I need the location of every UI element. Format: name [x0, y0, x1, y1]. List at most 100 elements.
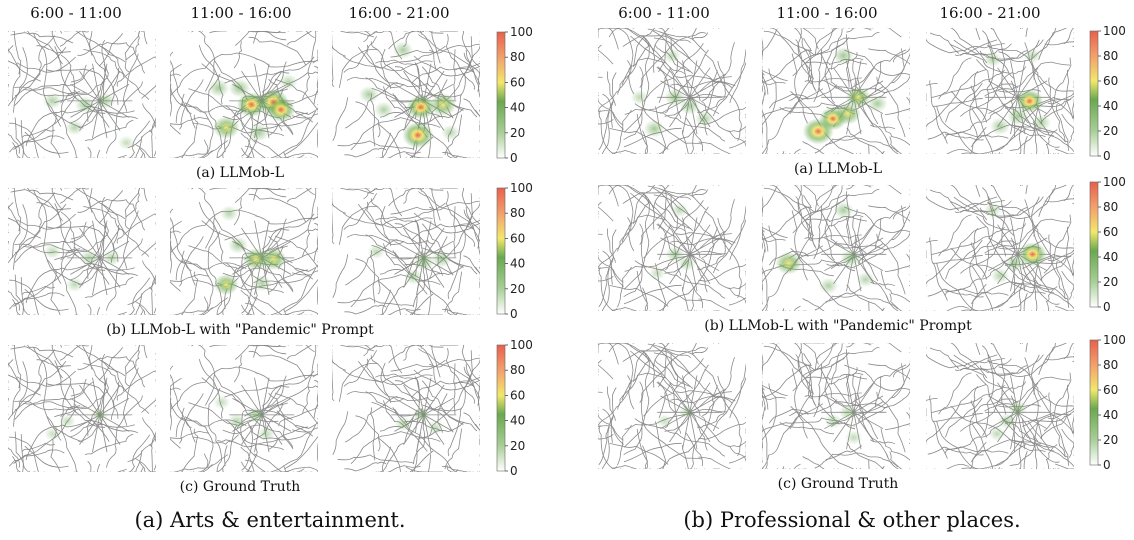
heat-spot — [411, 406, 431, 423]
colorbar-tick-label: 60 — [1103, 383, 1118, 397]
colorbar-tick-label: 20 — [1103, 124, 1118, 138]
colorbar: 0 20 40 60 80 100 — [1089, 334, 1126, 471]
heat-spot — [840, 249, 862, 268]
heat-spot — [431, 250, 452, 268]
heat-layer — [358, 41, 460, 149]
heat-layer — [824, 404, 863, 445]
road-network — [926, 185, 1074, 311]
heat-spot — [775, 251, 802, 275]
heat-spot — [248, 123, 270, 142]
heat-spot — [988, 426, 1006, 442]
heat-spot — [1007, 107, 1029, 126]
colorbar-tick-label: 40 — [510, 101, 525, 115]
heat-layer — [630, 48, 715, 138]
heat-spot — [404, 269, 423, 285]
heatmap-panel — [598, 185, 746, 311]
colorbar-tick-label: 20 — [510, 439, 525, 453]
heat-spot — [643, 119, 665, 138]
colorbar-gradient — [496, 344, 506, 472]
heatmap-panel — [926, 343, 1074, 469]
road-network — [8, 188, 156, 315]
heat-spot — [845, 86, 871, 108]
colorbar-tick-label: 20 — [510, 126, 525, 140]
heat-spot — [679, 97, 700, 115]
colorbar: 0 20 40 60 80 100 — [496, 26, 533, 164]
heat-spot — [838, 404, 858, 421]
colorbar-tick-label: 80 — [1103, 200, 1118, 214]
heat-spot — [227, 236, 249, 254]
heat-spot — [213, 395, 231, 410]
heat-spot — [664, 88, 686, 107]
heatmap-panel — [598, 343, 746, 469]
colorbar-tick-label: 60 — [510, 231, 525, 245]
heat-spot — [413, 252, 435, 271]
heat-spot — [44, 427, 61, 441]
heat-layer — [656, 405, 696, 428]
heat-spot — [427, 420, 444, 435]
heat-spot — [279, 73, 298, 90]
colorbar-tick-label: 0 — [510, 307, 518, 320]
heat-spot — [374, 101, 394, 118]
colorbar: 0 20 40 60 80 100 — [1089, 176, 1126, 313]
heat-spot — [648, 266, 666, 281]
road-network — [598, 185, 746, 311]
heat-spot — [90, 407, 109, 423]
column-label: 11:00 - 16:00 — [776, 4, 878, 22]
heat-spot — [1018, 242, 1047, 267]
subfigure-caption: (b) Professional & other places. — [683, 508, 1021, 532]
heat-spot — [1008, 400, 1028, 417]
colorbar: 0 20 40 60 80 100 — [496, 182, 533, 320]
heat-spot — [236, 92, 267, 118]
heat-spot — [102, 249, 121, 266]
heat-spot — [402, 121, 434, 149]
colorbar-tick-label: 0 — [1103, 149, 1111, 162]
heatmap-panel — [332, 31, 480, 158]
colorbar: 0 20 40 60 80 100 — [1089, 25, 1126, 162]
heat-layer — [44, 407, 109, 441]
heat-spot — [79, 249, 100, 267]
heat-spot — [856, 271, 875, 288]
heatmap-panel — [598, 28, 746, 154]
colorbar-tick-label: 60 — [1103, 225, 1118, 239]
heatmap-panel — [762, 185, 910, 311]
colorbar-tick-label: 40 — [1103, 250, 1118, 264]
row-caption: (c) Ground Truth — [179, 479, 301, 495]
subfigure-professional-other: 6:00 - 11:00 11:00 - 16:00 16:00 - 21:00… — [590, 0, 1134, 540]
road-network — [762, 28, 910, 154]
heat-spot — [260, 248, 287, 271]
heatmap-panel — [8, 345, 156, 472]
colorbar-tick-label: 80 — [510, 206, 525, 220]
colorbar-gradient — [1089, 339, 1099, 466]
colorbar-tick-label: 100 — [1103, 25, 1126, 38]
colorbar-tick-label: 20 — [510, 282, 525, 296]
heat-spot — [677, 255, 697, 271]
heat-spot — [212, 116, 240, 139]
road-network — [170, 345, 318, 472]
heat-spot — [242, 248, 269, 271]
heat-spot — [58, 414, 76, 429]
colorbar-tick-label: 40 — [1103, 408, 1118, 422]
heat-layer — [802, 46, 888, 145]
road-network — [598, 343, 746, 469]
colorbar-tick-label: 80 — [510, 50, 525, 64]
subfigure-caption: (a) Arts & entertainment. — [134, 508, 406, 532]
heat-spot — [818, 277, 839, 295]
heat-spot — [678, 405, 696, 420]
colorbar-tick-label: 80 — [1103, 358, 1118, 372]
column-label: 6:00 - 11:00 — [618, 4, 710, 22]
column-label: 6:00 - 11:00 — [30, 4, 122, 22]
heatmap-panel — [926, 185, 1074, 311]
colorbar-tick-label: 100 — [510, 26, 533, 39]
heatmap-panel — [170, 188, 318, 315]
road-network — [762, 343, 910, 469]
heat-spot — [246, 406, 266, 424]
heat-spot — [1023, 48, 1042, 64]
column-label: 11:00 - 16:00 — [190, 4, 292, 22]
heat-spot — [358, 85, 380, 104]
colorbar-tick-label: 40 — [510, 414, 525, 428]
road-network — [598, 28, 746, 154]
heat-spot — [832, 46, 854, 65]
heat-spot — [257, 426, 275, 442]
heat-layer — [213, 395, 275, 442]
heat-spot — [118, 135, 135, 150]
